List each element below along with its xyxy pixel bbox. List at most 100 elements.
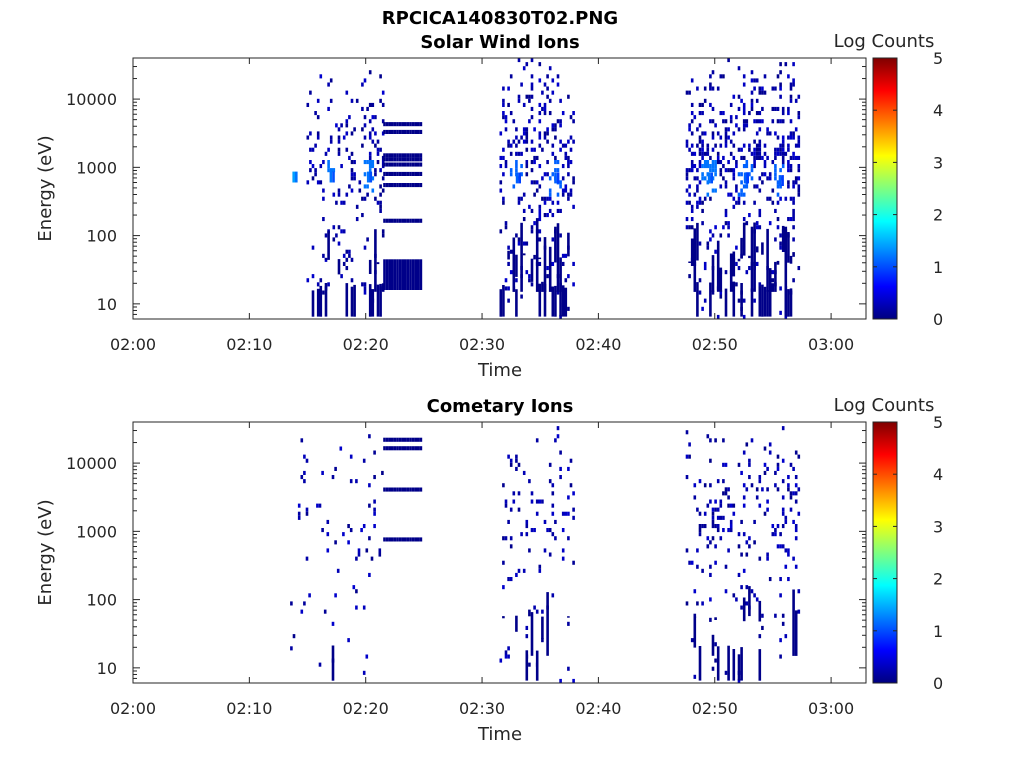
heatmap-cell (543, 135, 547, 140)
heatmap-cell (794, 610, 798, 656)
heatmap-cell (797, 111, 801, 116)
heatmap-cell (716, 528, 720, 533)
heatmap-hotspot (366, 171, 370, 183)
x-tick-label: 02:10 (226, 335, 272, 354)
heatmap-cell (538, 119, 542, 124)
heatmap-streak (411, 537, 415, 542)
heatmap-cell (787, 111, 790, 116)
heatmap-cell (324, 283, 328, 317)
heatmap-cell (551, 532, 555, 537)
heatmap-cell (789, 82, 793, 87)
heatmap-cell (572, 261, 575, 266)
heatmap-cell (567, 495, 570, 500)
heatmap-cell (337, 192, 341, 197)
heatmap-cell (337, 127, 341, 132)
heatmap-cell (559, 180, 562, 185)
heatmap-cell (688, 147, 691, 152)
heatmap-cell (502, 98, 505, 103)
heatmap-cell (693, 589, 697, 594)
heatmap-streak (419, 487, 423, 492)
heatmap-streak (398, 487, 402, 492)
heatmap-cell (538, 164, 542, 169)
heatmap-cell (758, 282, 762, 287)
heatmap-cell (714, 143, 717, 148)
heatmap-cell (569, 160, 573, 165)
heatmap-cell (792, 225, 795, 230)
heatmap-cell (512, 237, 516, 292)
heatmap-cell (781, 524, 785, 529)
heatmap-cell (797, 168, 801, 173)
heatmap-block (414, 259, 417, 290)
heatmap-cell (761, 86, 764, 91)
heatmap-cell (551, 593, 555, 598)
heatmap-cell (774, 208, 777, 213)
heatmap-cell (530, 115, 534, 120)
heatmap-cell (701, 601, 704, 606)
heatmap-cell (350, 131, 354, 136)
heatmap-cell (709, 82, 712, 87)
heatmap-cell (703, 164, 707, 169)
heatmap-cell (517, 241, 521, 246)
heatmap-cell (779, 196, 782, 201)
heatmap-cell (567, 511, 570, 516)
heatmap-cell (789, 131, 793, 136)
heatmap-cell (776, 466, 780, 471)
heatmap-streak (419, 183, 423, 188)
heatmap-cell (381, 119, 385, 124)
heatmap-streak (388, 162, 391, 167)
heatmap-cell (554, 226, 557, 263)
heatmap-cell (345, 123, 349, 128)
heatmap-cell (528, 278, 531, 283)
heatmap-cell (342, 253, 346, 258)
heatmap-cell (781, 511, 785, 516)
heatmap-cell (525, 519, 529, 524)
heatmap-cell (771, 160, 775, 165)
heatmap-cell (732, 196, 736, 201)
heatmap-cell (533, 127, 536, 132)
heatmap-cell (685, 225, 689, 230)
heatmap-cell (724, 184, 728, 189)
heatmap-cell (567, 232, 570, 257)
heatmap-cell (499, 188, 503, 193)
heatmap-cell (551, 172, 555, 177)
heatmap-cell (740, 237, 743, 259)
heatmap-streak (417, 487, 420, 492)
heatmap-cell (703, 483, 707, 488)
heatmap-cell (363, 123, 367, 128)
heatmap-cell (766, 155, 769, 160)
heatmap-cell (722, 462, 725, 467)
heatmap-cell (543, 82, 547, 87)
heatmap-cell (774, 470, 777, 475)
heatmap-cell (520, 532, 523, 537)
heatmap-streak (404, 487, 407, 492)
heatmap-cell (784, 151, 788, 156)
heatmap-cell (522, 253, 526, 256)
heatmap-cell (797, 155, 801, 160)
heatmap-cell (706, 434, 710, 439)
heatmap-cell (698, 180, 702, 185)
heatmap-cell (365, 654, 369, 659)
heatmap-cell (758, 213, 762, 218)
heatmap-cell (345, 90, 349, 95)
heatmap-cell (727, 135, 730, 140)
heatmap-cell (309, 131, 312, 136)
heatmap-cell (306, 135, 310, 140)
heatmap-cell (779, 654, 782, 659)
heatmap-cell (706, 245, 710, 250)
heatmap-cell (554, 168, 557, 173)
heatmap-cell (381, 160, 385, 165)
heatmap-cell (724, 564, 728, 569)
heatmap-cell (742, 483, 746, 488)
heatmap-cell (559, 119, 562, 124)
heatmap-cell (567, 466, 570, 471)
heatmap-cell (771, 106, 775, 111)
heatmap-streak (385, 162, 389, 167)
heatmap-cell (361, 196, 364, 201)
heatmap-cell (327, 282, 330, 287)
heatmap-cell (724, 135, 728, 140)
heatmap-hotspot (295, 171, 298, 183)
heatmap-cell (797, 143, 801, 148)
heatmap-cell (776, 462, 780, 467)
heatmap-cell (546, 266, 549, 271)
